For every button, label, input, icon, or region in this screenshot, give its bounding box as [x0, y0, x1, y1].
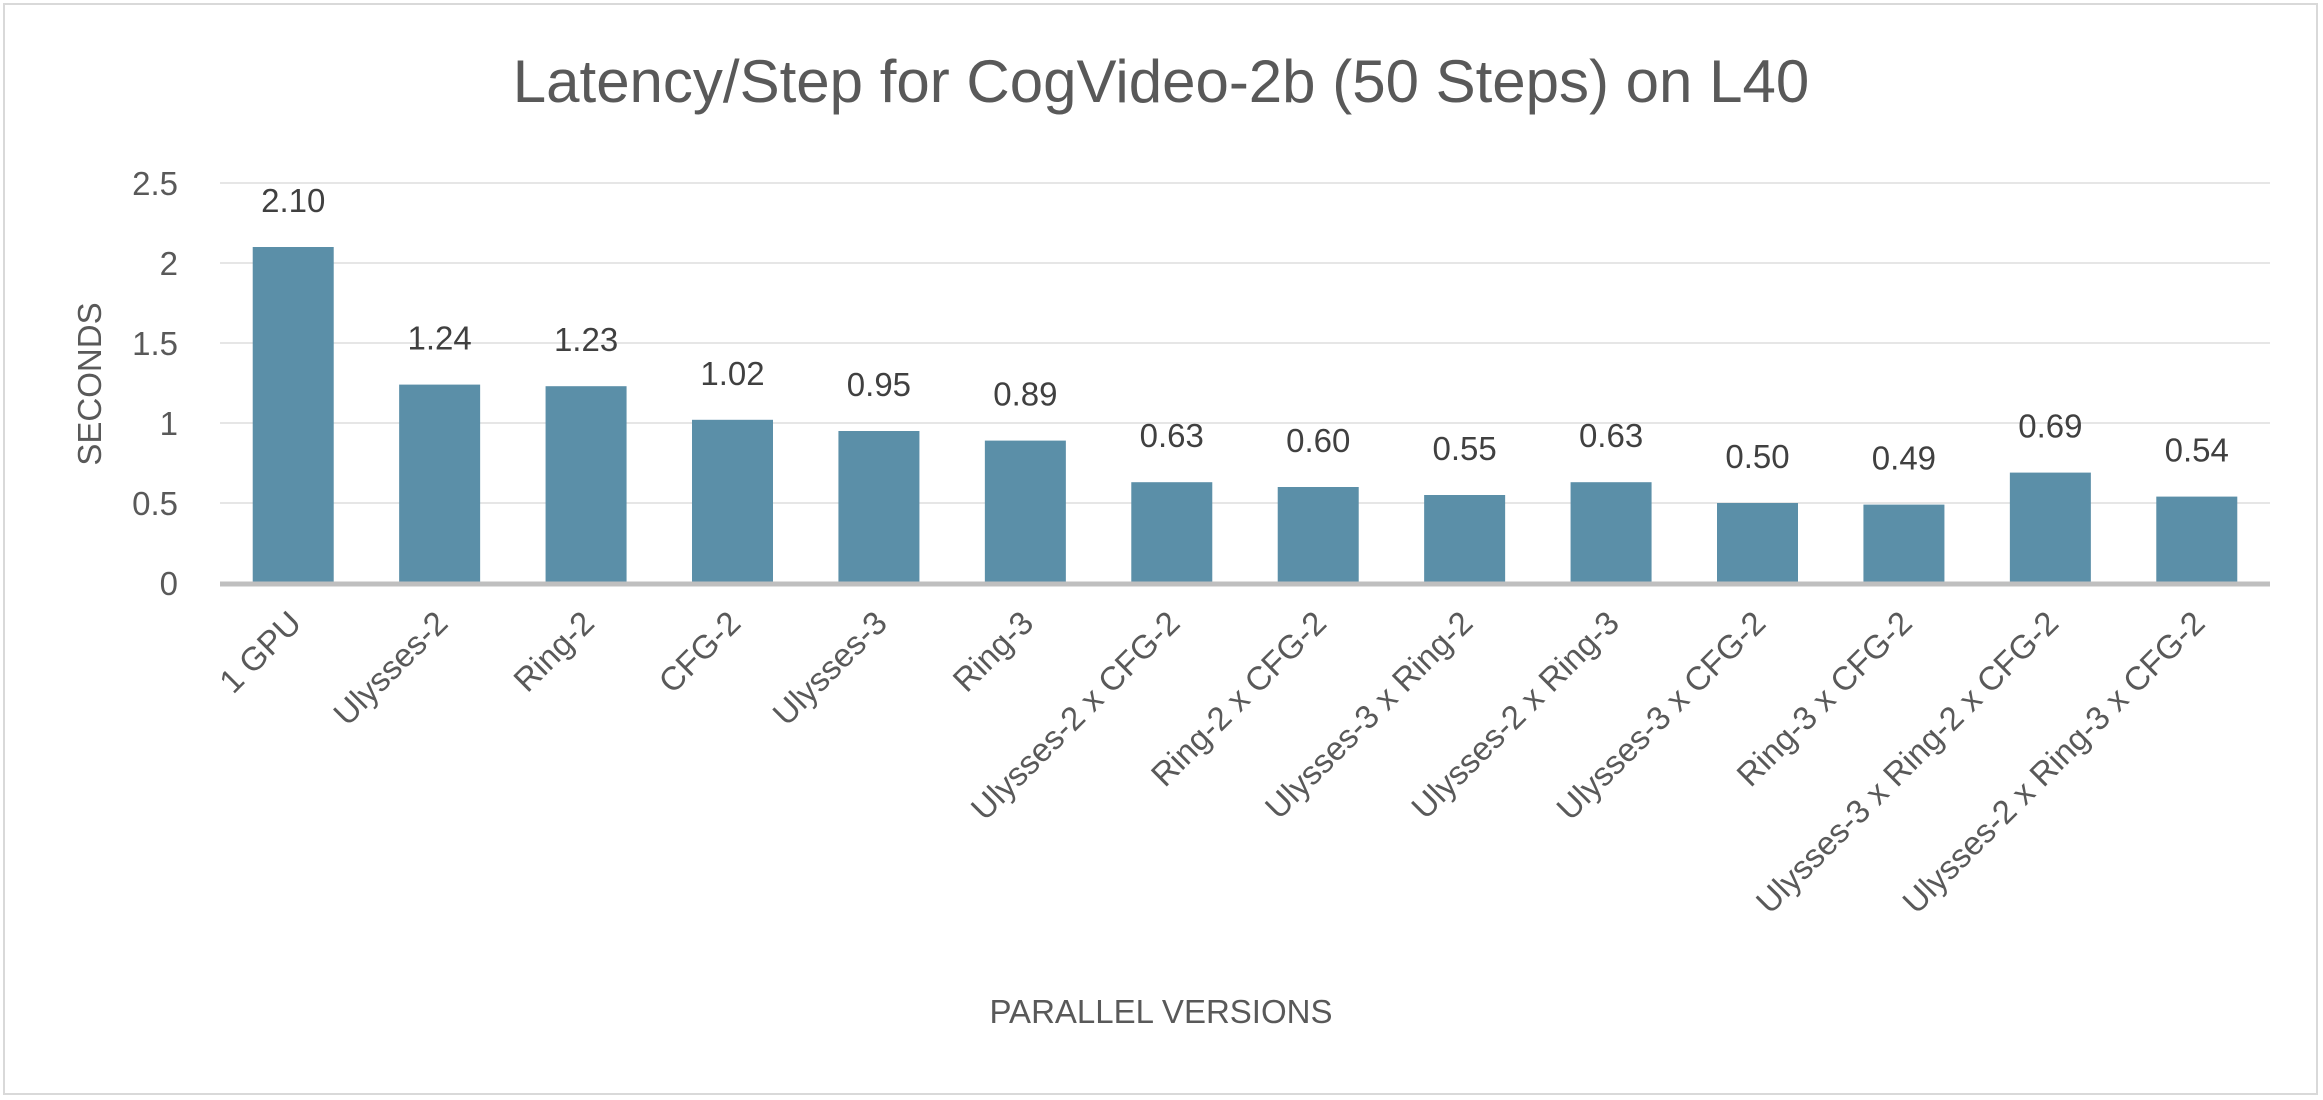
x-tick-label: Ulysses-3 x Ring-2 x CFG-2: [1749, 604, 2066, 921]
bar: [545, 386, 627, 583]
y-tick-label: 1.5: [132, 325, 178, 362]
data-labels: 2.10 1.24 1.23 1.02 0.95 0.89 0.63 0.60 0.55 0.63…: [261, 182, 2229, 477]
data-label: 0.54: [2165, 432, 2229, 469]
bar: [252, 247, 334, 583]
bar: [2009, 472, 2091, 583]
bar: [838, 431, 920, 583]
bar: [1863, 504, 1945, 583]
x-tick-label: CFG-2: [651, 604, 747, 700]
x-tick-label: Ring-3: [945, 604, 1040, 699]
y-axis-ticks: 0 0.5 1 1.5 2 2.5: [132, 165, 178, 602]
data-label: 0.60: [1286, 422, 1350, 459]
data-label: 1.23: [554, 321, 618, 358]
bar: [399, 384, 481, 583]
gridlines: [220, 182, 2270, 504]
data-label: 0.50: [1725, 438, 1789, 475]
data-label: 0.95: [847, 366, 911, 403]
data-label: 0.69: [2018, 408, 2082, 445]
data-label: 1.24: [408, 320, 472, 357]
bars: [252, 247, 2238, 583]
bar: [2156, 496, 2238, 583]
bar: [1424, 495, 1506, 583]
x-tick-label: Ulysses-3: [765, 604, 894, 733]
x-tick-label: Ulysses-2 x Ring-3 x CFG-2: [1895, 604, 2212, 921]
data-label: 0.63: [1140, 417, 1204, 454]
bar: [984, 440, 1066, 583]
bar: [1717, 503, 1798, 583]
y-tick-label: 0: [160, 565, 178, 602]
data-label: 0.89: [993, 376, 1057, 413]
y-tick-label: 2.5: [132, 165, 178, 202]
chart-title: Latency/Step for CogVideo-2b (50 Steps) …: [513, 48, 1809, 115]
x-tick-label: 1 GPU: [212, 604, 308, 700]
data-label: 0.63: [1579, 417, 1643, 454]
y-tick-label: 0.5: [132, 485, 178, 522]
data-label: 2.10: [261, 182, 325, 219]
x-axis-title: PARALLEL VERSIONS: [990, 993, 1333, 1030]
y-tick-label: 2: [160, 245, 178, 282]
bar: [1570, 482, 1652, 583]
bar: [1131, 482, 1213, 583]
data-label: 0.49: [1872, 440, 1936, 477]
data-label: 0.55: [1433, 430, 1497, 467]
x-tick-label: Ulysses-2: [326, 604, 455, 733]
x-tick-label: Ring-2: [506, 604, 601, 699]
bar: [692, 419, 773, 583]
bar: [1277, 487, 1359, 583]
y-axis-title: SECONDS: [71, 302, 108, 465]
x-axis-ticks: 1 GPU Ulysses-2 Ring-2 CFG-2 Ulysses-3 Ring-3…: [212, 604, 2212, 921]
y-tick-label: 1: [160, 405, 178, 442]
data-label: 1.02: [700, 355, 764, 392]
